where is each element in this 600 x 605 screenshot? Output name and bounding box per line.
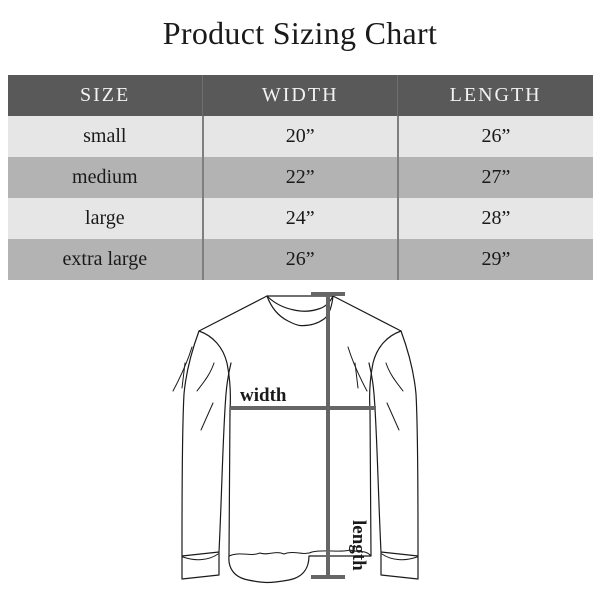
svg-text:length: length	[348, 520, 369, 571]
svg-text:width: width	[240, 385, 287, 406]
